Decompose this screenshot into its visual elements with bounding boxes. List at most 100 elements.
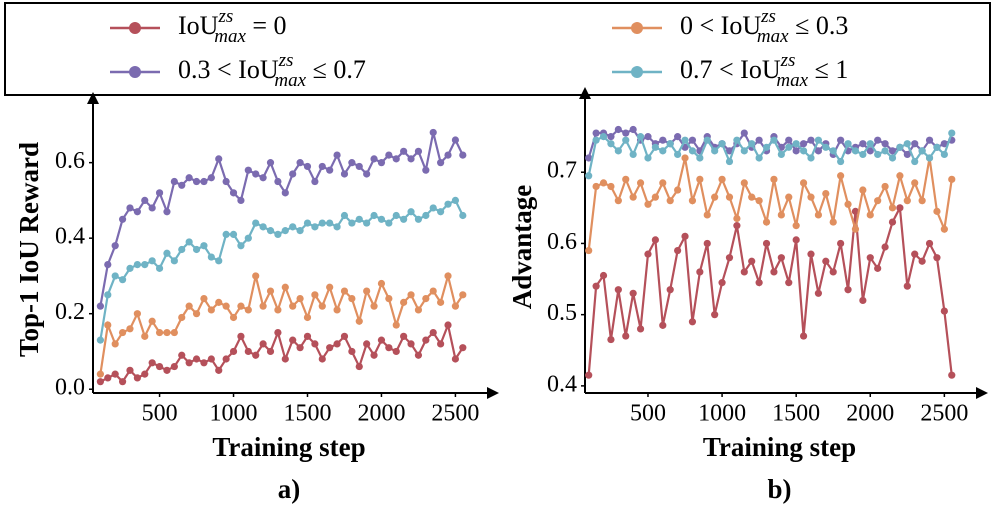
x-tick-label: 500 (630, 401, 666, 427)
data-point (459, 211, 467, 220)
legend-label: 0.3 < IoUzs max ≤ 0.7 (178, 50, 366, 91)
data-point (244, 306, 252, 314)
x-tick-label: 1500 (772, 401, 820, 427)
data-point (155, 328, 164, 337)
data-point (266, 159, 275, 167)
data-point (215, 298, 223, 306)
data-point (911, 250, 919, 258)
data-point (407, 291, 415, 299)
data-point (96, 378, 104, 386)
data-point (807, 154, 815, 162)
data-point (674, 133, 682, 141)
data-point (111, 272, 119, 280)
data-point (385, 294, 393, 303)
y-tick-label: 0.6 (547, 229, 577, 255)
data-point (451, 196, 460, 205)
data-point (785, 143, 793, 151)
data-point (696, 154, 704, 162)
data-point (348, 347, 356, 356)
data-point (799, 332, 808, 340)
data-point (733, 214, 741, 223)
data-point (755, 197, 763, 205)
data-point (111, 370, 119, 378)
data-point (348, 294, 356, 303)
data-point (696, 175, 704, 183)
data-point (363, 287, 371, 295)
data-point (207, 306, 215, 314)
data-point (437, 208, 445, 216)
x-tick-label: 2000 (357, 401, 405, 427)
data-point (311, 291, 319, 299)
data-point (437, 340, 445, 348)
data-point (252, 170, 260, 178)
data-point (725, 193, 734, 201)
data-point (733, 136, 741, 144)
data-point (881, 243, 889, 251)
data-point (829, 218, 837, 226)
data-point (296, 159, 304, 167)
data-point (422, 294, 430, 303)
data-point (814, 289, 823, 297)
data-point (185, 302, 193, 310)
data-point (340, 332, 349, 340)
data-point (651, 143, 659, 151)
data-point (318, 219, 326, 227)
data-point (363, 219, 371, 227)
data-point (718, 175, 726, 183)
data-point (192, 177, 201, 186)
data-point (370, 155, 378, 163)
data-point (851, 225, 860, 233)
data-point (733, 222, 741, 230)
data-point (948, 175, 956, 183)
data-point (585, 154, 593, 162)
data-point (141, 370, 149, 378)
data-point (429, 128, 437, 137)
data-point (792, 140, 800, 148)
data-point (333, 340, 341, 348)
data-point (777, 211, 785, 219)
data-point (903, 282, 911, 290)
data-point (252, 272, 260, 280)
data-point (859, 140, 867, 148)
data-point (881, 182, 889, 191)
data-point (666, 197, 674, 205)
data-point (229, 230, 238, 238)
data-point (451, 302, 460, 310)
data-point (281, 227, 289, 235)
data-point (155, 362, 164, 371)
data-point (933, 254, 941, 262)
data-point (918, 197, 926, 205)
data-point (888, 154, 897, 162)
data-point (163, 249, 171, 257)
data-point (185, 238, 193, 246)
data-point (126, 264, 134, 272)
data-point (340, 211, 349, 220)
data-point (829, 268, 837, 276)
data-point (688, 318, 697, 326)
data-point (614, 286, 622, 294)
data-point (792, 236, 800, 244)
data-point (925, 136, 934, 144)
data-point (607, 133, 615, 141)
data-point (133, 261, 141, 269)
data-point (585, 371, 593, 379)
data-point (281, 189, 289, 197)
series-line (587, 157, 953, 251)
data-point (200, 242, 208, 250)
data-point (651, 236, 659, 244)
data-point (851, 207, 860, 215)
data-point (148, 257, 156, 265)
data-point (644, 200, 652, 208)
data-point (222, 355, 230, 363)
data-point (799, 140, 808, 148)
data-point (259, 223, 267, 231)
data-point (141, 261, 149, 269)
y-axis-label: Advantage (507, 185, 537, 310)
data-point (925, 154, 934, 162)
data-point (170, 362, 178, 371)
data-point (326, 219, 334, 227)
data-point (289, 336, 297, 344)
data-point (703, 211, 711, 219)
data-point (377, 215, 386, 223)
data-point (762, 218, 771, 226)
